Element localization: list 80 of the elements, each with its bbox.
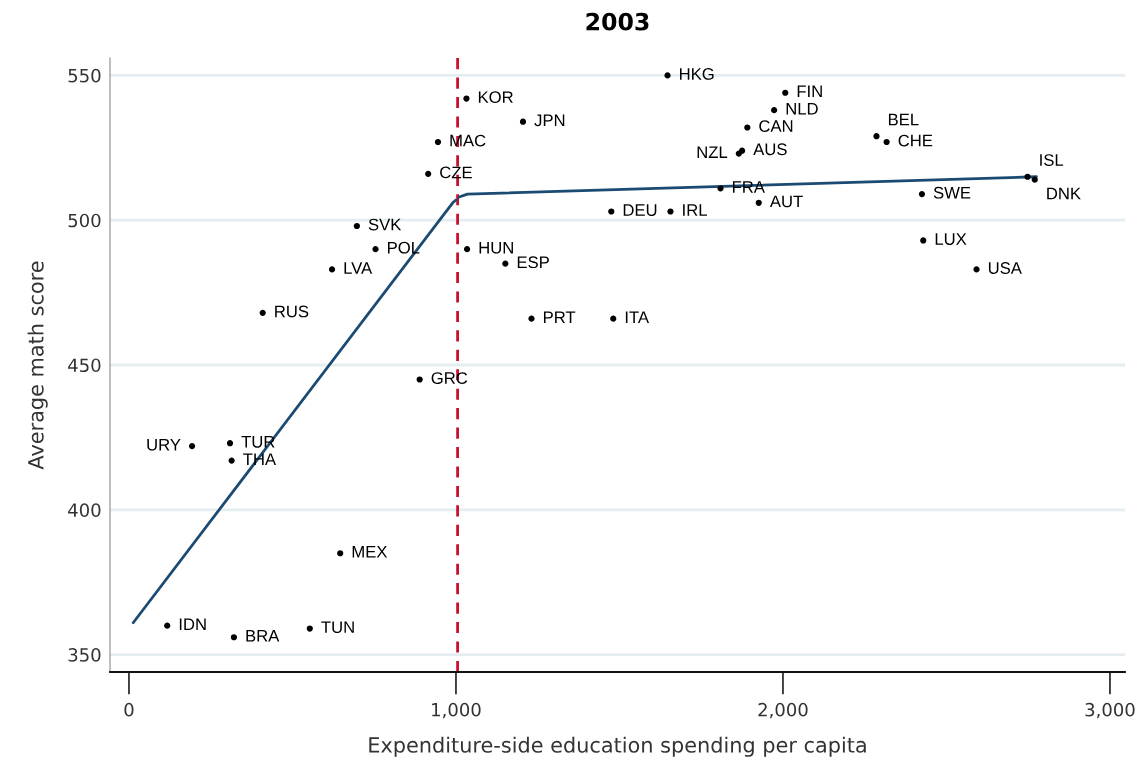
- point: [230, 634, 238, 641]
- y-tick-label: 450: [68, 358, 101, 373]
- point: [918, 191, 926, 198]
- point: [717, 185, 724, 192]
- point: [425, 170, 432, 177]
- annotation: BEL: [888, 113, 919, 126]
- annotation: RUS: [275, 305, 309, 318]
- annotation: SWE: [933, 186, 971, 199]
- annotation: HKG: [680, 68, 714, 80]
- annotation: NLD: [786, 102, 818, 115]
- annotation: ISL: [1040, 154, 1064, 166]
- point: [771, 107, 778, 114]
- annotation: DEU: [623, 204, 657, 216]
- point: [920, 237, 927, 244]
- annotation: GRC: [431, 372, 468, 384]
- point: [259, 309, 266, 316]
- x-tick-label: 1,000: [432, 702, 481, 719]
- x-tick-label: 3,000: [1085, 702, 1135, 719]
- point: [463, 246, 471, 253]
- annotation: URY: [147, 438, 181, 451]
- point: [1031, 176, 1038, 183]
- annotation: PRT: [543, 311, 576, 323]
- point: [873, 133, 880, 140]
- x-tick-label: 2,000: [758, 702, 808, 719]
- point: [164, 622, 171, 629]
- annotation: USA: [988, 262, 1022, 274]
- annotation: BRA: [246, 630, 280, 642]
- point: [519, 118, 527, 125]
- point: [353, 222, 360, 230]
- point: [973, 266, 980, 273]
- annotation: NZL: [697, 146, 728, 158]
- point: [337, 550, 344, 557]
- annotation: LVA: [344, 262, 373, 274]
- point: [735, 150, 742, 157]
- point: [416, 376, 423, 383]
- point: [744, 124, 751, 131]
- annotation: MEX: [352, 546, 388, 558]
- y-axis-title: Average math score: [27, 261, 48, 470]
- annotation: HUN: [479, 241, 513, 254]
- point: [502, 260, 509, 267]
- annotation: CHE: [898, 134, 933, 147]
- annotation: IDN: [179, 618, 206, 630]
- annotation: TUN: [321, 621, 354, 634]
- chart-title: 2003: [586, 12, 649, 31]
- annotation: AUT: [769, 195, 803, 208]
- annotation: AUS: [753, 143, 787, 156]
- point: [608, 208, 615, 215]
- point: [667, 208, 674, 215]
- y-tick-label: 550: [68, 68, 101, 83]
- annotation: ESP: [517, 256, 549, 269]
- point: [328, 266, 336, 273]
- annotation: ITA: [625, 311, 650, 323]
- x-axis-title: Expenditure-side education spending per capita: [369, 736, 866, 757]
- point: [306, 625, 313, 632]
- point: [434, 138, 442, 146]
- point: [226, 440, 234, 447]
- point: [664, 72, 671, 79]
- point: [188, 442, 196, 450]
- annotation: IRL: [683, 204, 707, 216]
- point: [372, 246, 379, 253]
- annotation: LUX: [935, 233, 967, 245]
- annotation: FIN: [797, 85, 822, 98]
- x-tick-label: 0: [124, 702, 134, 717]
- annotation: JPN: [534, 114, 565, 127]
- annotation: CAN: [759, 120, 793, 132]
- point: [883, 138, 890, 146]
- y-tick-label: 500: [68, 213, 101, 228]
- point: [228, 457, 235, 464]
- point: [755, 199, 762, 206]
- point: [610, 315, 617, 322]
- annotation: KOR: [478, 91, 513, 104]
- annotation: SVK: [368, 218, 402, 231]
- point: [528, 315, 535, 322]
- y-tick-label: 350: [68, 648, 101, 662]
- point: [1024, 173, 1031, 180]
- annotation: CZE: [440, 166, 472, 179]
- y-tick-label: 400: [68, 503, 101, 517]
- point: [782, 89, 789, 96]
- annotation: DNK: [1047, 187, 1081, 200]
- point: [463, 95, 470, 102]
